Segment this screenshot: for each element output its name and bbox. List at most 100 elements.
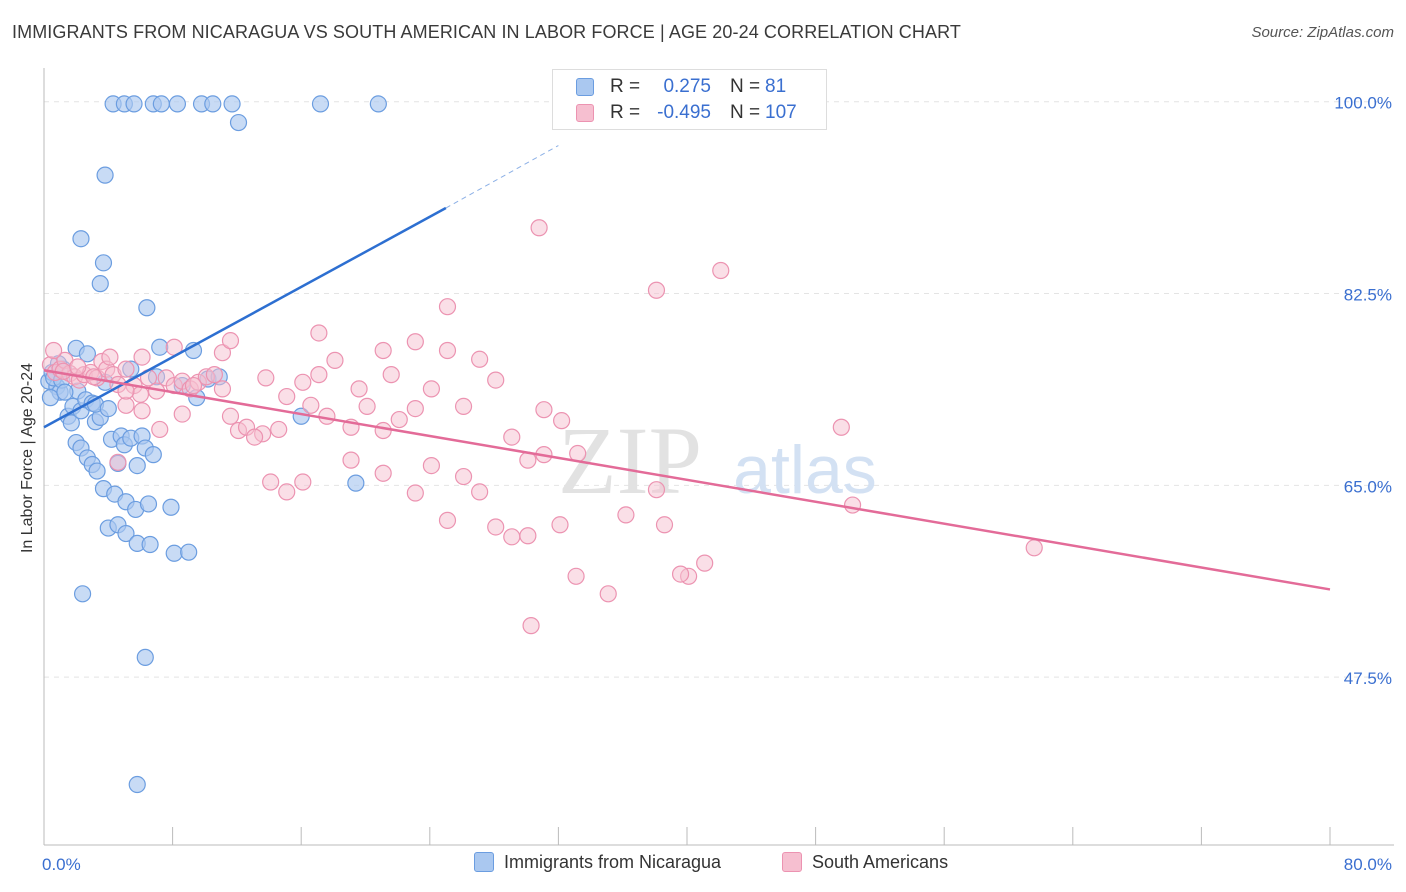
data-point-south-american	[671, 565, 690, 583]
watermark-atlas: atlas	[733, 432, 877, 508]
data-point-south-american	[712, 261, 730, 280]
data-point-south-american	[294, 373, 312, 391]
data-point-nicaragua	[41, 389, 60, 407]
data-point-south-american	[270, 420, 288, 439]
legend-r-value: 0.275	[663, 76, 711, 97]
data-point-south-american	[471, 350, 489, 368]
legend-box: R = 0.275 N = 81 R = -0.495 N = 107	[552, 69, 827, 130]
data-point-nicaragua	[78, 345, 97, 363]
data-point-nicaragua	[136, 648, 154, 666]
y-tick-label: 65.0%	[1344, 477, 1392, 496]
data-point-south-american	[350, 380, 368, 398]
y-tick-label: 47.5%	[1344, 669, 1392, 688]
bottom-legend-label: Immigrants from Nicaragua	[504, 852, 722, 872]
data-point-nicaragua	[117, 524, 135, 543]
data-point-nicaragua	[144, 446, 162, 464]
data-point-south-american	[310, 366, 328, 384]
data-point-south-american	[382, 366, 400, 384]
data-point-south-american	[406, 400, 424, 418]
data-point-south-american	[257, 369, 275, 387]
legend-r-label: R =	[610, 102, 641, 123]
data-point-south-american	[530, 219, 548, 237]
data-point-south-american	[487, 371, 505, 389]
x-tick-label-min: 0.0%	[42, 855, 81, 874]
data-point-south-american	[262, 473, 280, 491]
source-label: Source: ZipAtlas.com	[1251, 24, 1394, 41]
bottom-legend-label: South Americans	[812, 852, 949, 872]
bottom-legend-swatch-pink	[782, 852, 802, 872]
data-point-south-american	[294, 473, 312, 491]
data-point-south-american	[278, 387, 296, 406]
data-point-south-american	[647, 281, 666, 299]
legend-n-value: 81	[765, 76, 787, 97]
data-point-south-american	[358, 397, 376, 416]
data-point-nicaragua	[139, 495, 158, 513]
data-point-south-american	[245, 428, 264, 446]
data-point-nicaragua	[151, 338, 169, 356]
data-point-nicaragua	[162, 498, 180, 516]
data-point-south-american	[406, 333, 424, 351]
legend-row-nicaragua: R = 0.275 N = 81	[553, 74, 826, 100]
data-point-south-american	[519, 527, 537, 545]
legend-n-label: N =	[730, 102, 761, 123]
data-point-south-american	[406, 484, 424, 502]
data-point-south-american	[184, 376, 203, 395]
data-point-nicaragua	[125, 95, 143, 113]
data-point-nicaragua	[223, 95, 241, 113]
data-point-south-american	[832, 418, 850, 436]
data-point-south-american	[503, 428, 521, 446]
data-point-nicaragua	[128, 456, 146, 475]
data-point-nicaragua	[96, 166, 114, 184]
data-point-south-american	[151, 420, 169, 439]
data-point-nicaragua	[91, 275, 109, 293]
data-point-nicaragua	[99, 400, 117, 418]
data-point-nicaragua	[311, 95, 330, 113]
data-point-south-american	[133, 402, 151, 420]
trend-line-nicaragua-extension	[445, 145, 559, 209]
data-point-south-american	[487, 518, 505, 536]
data-point-south-american	[422, 380, 441, 398]
data-point-south-american	[390, 410, 408, 429]
chart-title: IMMIGRANTS FROM NICARAGUA VS SOUTH AMERI…	[12, 22, 961, 42]
data-point-south-american	[551, 516, 569, 534]
data-point-south-american	[374, 464, 392, 482]
data-point-nicaragua	[152, 95, 170, 113]
x-tick-label-max: 80.0%	[1344, 855, 1392, 874]
bottom-legend-south-american: South Americans	[782, 852, 948, 873]
data-point-nicaragua	[128, 775, 146, 794]
data-point-south-american	[567, 567, 585, 585]
grid-lines	[44, 101, 1394, 678]
legend-n-label: N =	[730, 76, 761, 97]
data-point-nicaragua	[165, 544, 183, 562]
legend-r-value: -0.495	[657, 102, 711, 123]
data-point-south-american	[205, 366, 223, 384]
data-point-nicaragua	[73, 585, 92, 603]
legend-r-label: R =	[610, 76, 641, 97]
data-point-south-american	[535, 401, 553, 419]
data-point-south-american	[438, 511, 457, 529]
data-point-south-american	[599, 585, 617, 603]
data-point-south-american	[438, 298, 457, 316]
data-point-south-american	[454, 397, 473, 416]
legend-row-south-american: R = -0.495 N = 107	[553, 100, 826, 126]
data-point-south-american	[454, 467, 473, 486]
data-point-south-american	[438, 341, 457, 360]
data-point-south-american	[553, 412, 571, 430]
data-point-south-american	[45, 341, 63, 360]
data-point-south-american	[617, 506, 635, 524]
data-point-south-american	[326, 351, 344, 369]
data-point-south-american	[109, 453, 127, 471]
series-south-american-points	[41, 219, 1043, 635]
data-point-south-american	[843, 496, 862, 514]
bottom-legend-swatch-blue	[474, 852, 494, 872]
data-point-south-american	[117, 396, 135, 414]
data-point-south-american	[310, 324, 328, 342]
y-tick-label: 82.5%	[1344, 286, 1392, 305]
tick-labels: 47.5% 65.0% 82.5% 100.0% 0.0% 80.0%	[42, 94, 1392, 874]
bottom-legend-nicaragua: Immigrants from Nicaragua	[474, 852, 721, 873]
legend-swatch-blue	[576, 78, 594, 96]
data-point-south-american	[302, 396, 320, 414]
data-point-south-american	[503, 528, 521, 546]
data-point-south-american	[69, 358, 87, 376]
